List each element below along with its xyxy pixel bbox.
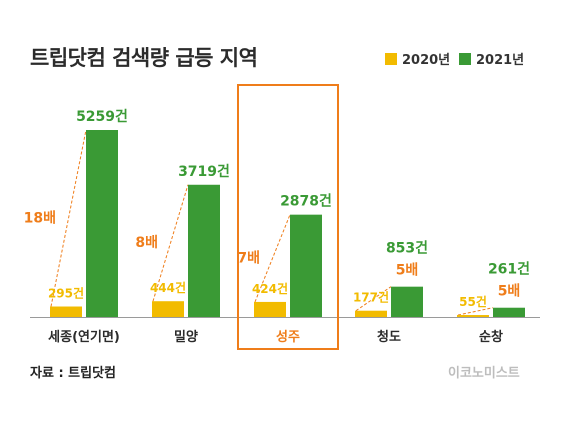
bar-2020-0 [50,306,82,317]
bar-2020-1 [152,301,184,317]
legend-swatch-2020 [385,52,397,65]
category-label-1: 밀양 [174,330,198,345]
ratio-connector-4 [457,307,494,316]
label-2020-3: 177건 [353,290,389,305]
label-2020-1: 444건 [150,280,186,295]
label-2021-3: 853건 [386,240,428,257]
highlight-box [237,84,339,350]
legend-2020: 2020년 [385,49,450,68]
legend-label-2020: 2020년 [402,53,451,68]
bar-2021-4 [493,307,525,317]
ratio-label-3: 5배 [396,263,419,279]
ratio-label-2: 7배 [237,250,260,266]
label-2020-2: 424건 [252,281,288,296]
bar-2020-2 [254,301,286,317]
ratio-label-0: 18배 [24,210,56,226]
category-label-3: 청도 [377,329,401,345]
legend-swatch-2021 [459,52,471,65]
chart-title: 트립닷컴 검색량 급등 지역 [30,46,258,70]
bar-2021-1 [188,184,220,317]
ratio-label-1: 8배 [135,235,158,251]
label-2021-1: 3719건 [178,163,230,180]
label-2020-4: 55건 [459,294,487,309]
label-2021-0: 5259건 [76,108,128,125]
label-2021-4: 261건 [488,261,530,278]
category-label-4: 순창 [479,329,503,345]
bar-2021-2 [290,214,322,317]
label-2020-0: 295건 [48,286,84,301]
ratio-connector-1 [152,184,189,302]
bar-2020-4 [457,315,489,317]
source-note: 자료 : 트립닷컴 [30,366,117,381]
ratio-label-4: 5배 [498,284,521,300]
ratio-connector-0 [50,129,87,307]
bar-2021-0 [86,130,118,317]
category-label-2: 성주 [276,330,300,345]
bar-2020-3 [355,310,387,317]
ratio-connector-3 [355,286,392,312]
bar-2021-3 [391,286,423,317]
category-label-0: 세종(연기면) [48,329,120,345]
ratio-connector-2 [254,214,291,303]
brand-logo-text: 이코노미스트 [448,366,520,381]
legend-2021: 2021년 [459,49,524,68]
legend-label-2021: 2021년 [476,53,525,68]
label-2021-2: 2878건 [280,193,332,210]
